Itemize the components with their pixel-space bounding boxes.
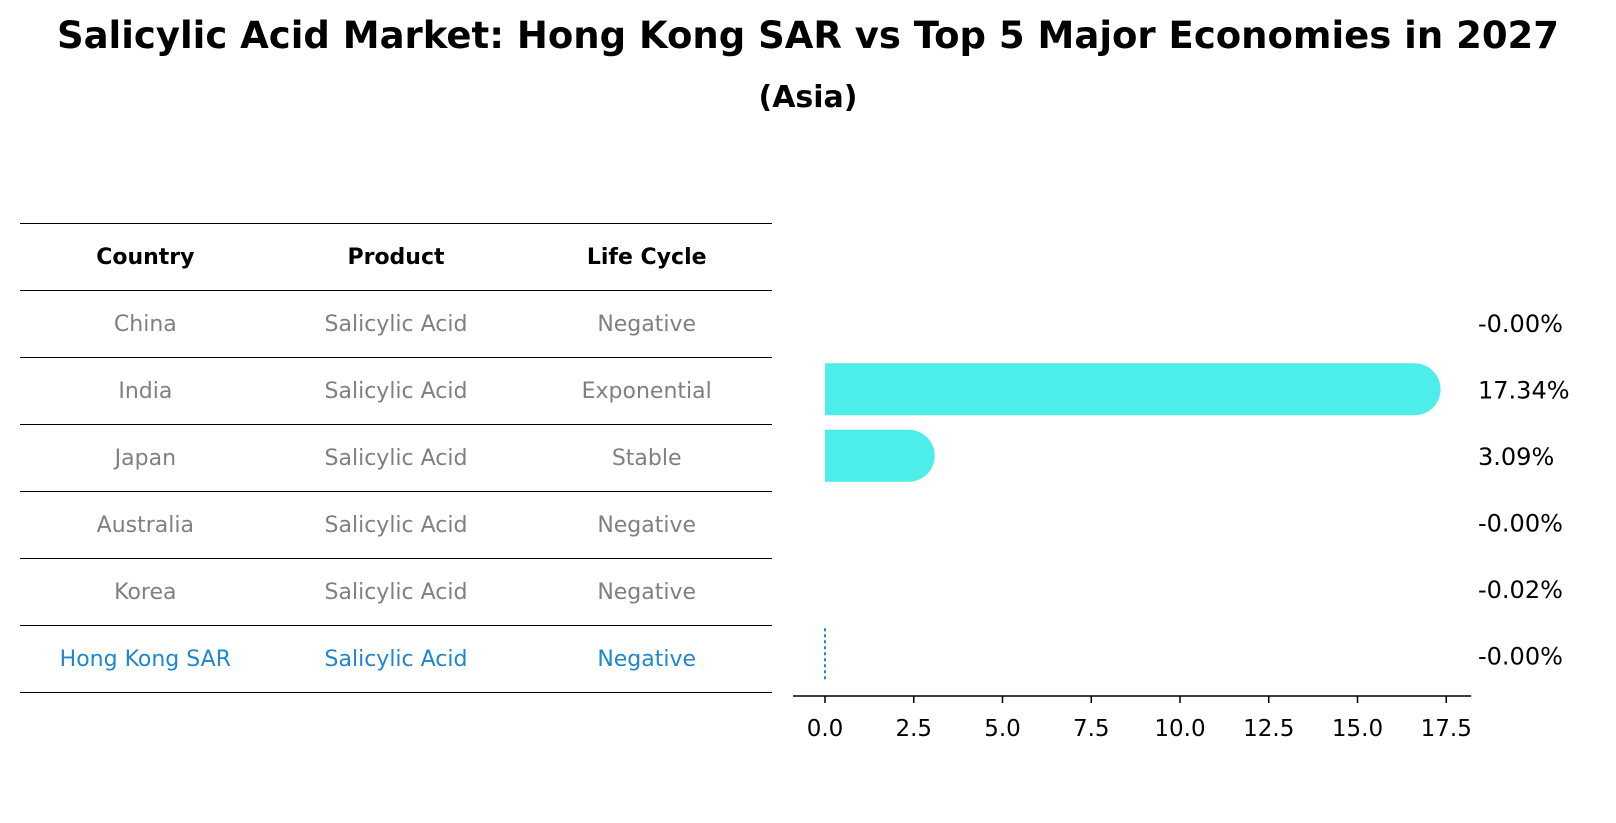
chart-subtitle: (Asia) — [758, 80, 858, 115]
x-axis-tick-label: 12.5 — [1243, 716, 1294, 742]
x-axis-tick-label: 17.5 — [1421, 716, 1472, 742]
value-label: 3.09% — [1478, 443, 1554, 471]
header-product: Product — [347, 244, 445, 270]
product-cell: Salicylic Acid — [324, 445, 468, 471]
product-cell: Salicylic Acid — [324, 378, 468, 404]
product-cell: Salicylic Acid — [324, 579, 468, 605]
value-label: -0.00% — [1478, 509, 1563, 537]
x-axis-tick-label: 2.5 — [895, 716, 932, 742]
country-cell: Australia — [96, 512, 194, 538]
header-life-cycle: Life Cycle — [586, 244, 707, 270]
bar — [825, 363, 1441, 416]
country-cell: India — [118, 378, 173, 404]
table-row: Australia Salicylic Acid Negative — [20, 492, 772, 559]
country-cell: Korea — [114, 579, 177, 605]
country-cell: Hong Kong SAR — [59, 646, 231, 672]
product-cell: Salicylic Acid — [324, 512, 468, 538]
x-axis-tick-label: 7.5 — [1073, 716, 1110, 742]
data-table: Country Product Life Cycle China Salicyl… — [20, 223, 772, 693]
x-axis-tick-label: 5.0 — [984, 716, 1021, 742]
table-header-row: Country Product Life Cycle — [20, 223, 772, 291]
product-cell: Salicylic Acid — [324, 311, 468, 337]
table-row: India Salicylic Acid Exponential — [20, 358, 772, 425]
value-label: -0.00% — [1478, 642, 1563, 670]
chart-title: Salicylic Acid Market: Hong Kong SAR vs … — [56, 14, 1560, 57]
value-label: 17.34% — [1478, 376, 1570, 404]
table-row: China Salicylic Acid Negative — [20, 291, 772, 358]
life-cycle-cell: Exponential — [581, 378, 712, 404]
header-country: Country — [96, 244, 195, 270]
country-cell: Japan — [114, 445, 177, 471]
table-row: Korea Salicylic Acid Negative — [20, 559, 772, 626]
x-axis-tick-label: 0.0 — [807, 716, 844, 742]
bar — [825, 429, 935, 482]
value-label: -0.00% — [1478, 310, 1563, 338]
x-axis-tick-label: 10.0 — [1154, 716, 1205, 742]
table-row-highlighted: Hong Kong SAR Salicylic Acid Negative — [20, 626, 772, 693]
life-cycle-cell: Negative — [597, 512, 697, 538]
country-cell: China — [113, 311, 177, 337]
life-cycle-cell: Stable — [611, 445, 682, 471]
life-cycle-cell: Negative — [597, 646, 697, 672]
life-cycle-cell: Negative — [597, 579, 697, 605]
table-row: Japan Salicylic Acid Stable — [20, 425, 772, 492]
product-cell: Salicylic Acid — [324, 646, 468, 672]
life-cycle-cell: Negative — [597, 311, 697, 337]
value-label: -0.02% — [1478, 576, 1563, 604]
x-axis-tick-label: 15.0 — [1332, 716, 1383, 742]
